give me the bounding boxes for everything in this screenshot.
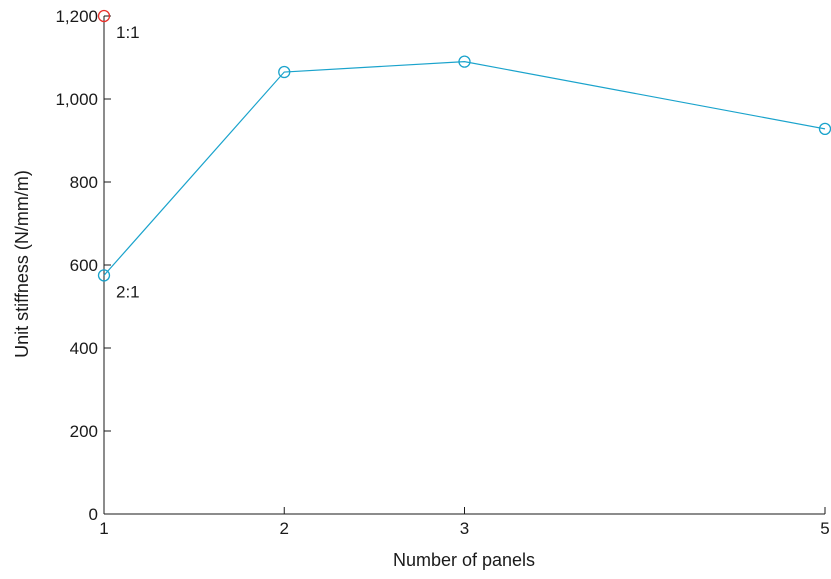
x-tick-label: 1: [99, 519, 108, 538]
series-layer: [97, 9, 831, 282]
annotation-layer: 1:1 2:1: [116, 23, 140, 301]
x-tick-label: 2: [280, 519, 289, 538]
series-0: [97, 55, 831, 282]
x-tick-label: 5: [820, 519, 829, 538]
x-axis-title: Number of panels: [393, 550, 535, 570]
x-tick-label: 3: [460, 519, 469, 538]
ratio-annotation: 1:1: [116, 23, 140, 42]
series-1: [97, 9, 111, 23]
y-tick-label: 800: [70, 173, 98, 192]
axes: 0 200 400 600 800 1,000 1,200 1 2 3 5: [55, 7, 829, 538]
y-tick-label: 600: [70, 256, 98, 275]
y-axis-title: Unit stiffness (N/mm/m): [12, 170, 32, 358]
data-point-marker: [97, 9, 111, 23]
series-line: [103, 61, 826, 276]
data-point-marker: [97, 269, 111, 282]
y-tick-label: 0: [89, 505, 98, 524]
y-tick-label: 200: [70, 422, 98, 441]
y-tick-label: 1,200: [55, 7, 98, 26]
data-point-marker: [278, 65, 291, 79]
y-tick-label: 1,000: [55, 90, 98, 109]
y-tick-label: 400: [70, 339, 98, 358]
ratio-annotation: 2:1: [116, 282, 140, 301]
data-point-marker: [458, 55, 471, 68]
